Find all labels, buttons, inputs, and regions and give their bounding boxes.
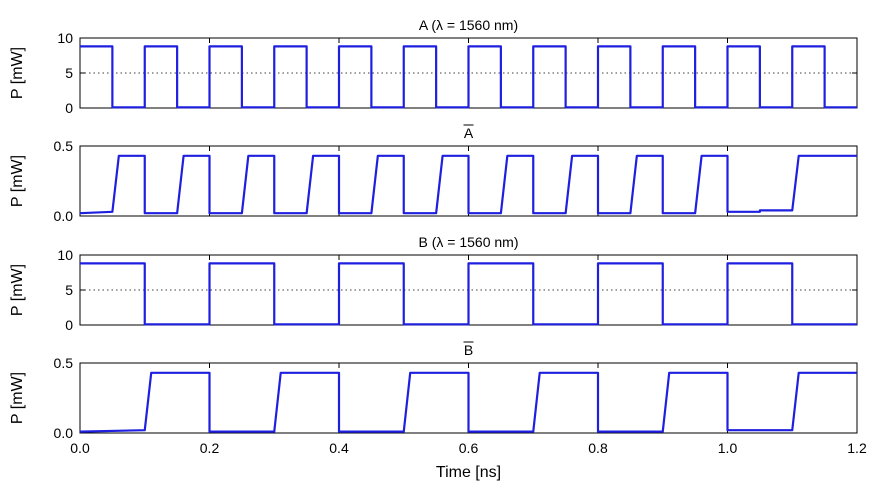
x-tick-label: 0.4 (329, 440, 349, 456)
panel-title: B (λ = 1560 nm) (419, 234, 519, 250)
y-axis-title: P [mW] (9, 155, 26, 207)
series-line (80, 45, 857, 109)
panel-title: B (464, 342, 473, 358)
panel-4: 0.0 0.5 P [mW] B 0.0 0.2 0.4 0.6 0.8 1.0 1.2 Time [… (9, 341, 867, 481)
x-tick-label: 0.8 (588, 440, 608, 456)
panel-3: 0 5 10 P [mW] B (λ = 1560 nm) (9, 234, 858, 333)
x-axis-title: Time [ns] (436, 464, 501, 481)
y-tick-label: 5 (65, 65, 73, 81)
y-tick-label: 0.0 (54, 208, 74, 224)
y-tick-label: 0 (65, 317, 73, 333)
y-axis-title: P [mW] (9, 47, 26, 99)
x-tick-label: 0.2 (200, 440, 220, 456)
panel-1: 0 5 10 P [mW] A (λ = 1560 nm) (9, 17, 858, 116)
x-tick-label: 1.0 (718, 440, 738, 456)
y-axis-title: P [mW] (9, 372, 26, 424)
x-tick-label: 0.6 (459, 440, 479, 456)
series-line (79, 154, 857, 215)
y-tick-label: 0.5 (54, 355, 74, 371)
y-tick-label: 0 (65, 100, 73, 116)
panel-2: 0.0 0.5 P [mW] A (9, 124, 858, 224)
y-tick-label: 5 (65, 282, 73, 298)
x-tick-label: 1.2 (847, 440, 867, 456)
series-line (80, 262, 857, 326)
panel-title: A (464, 125, 474, 141)
y-tick-label: 0.0 (54, 425, 74, 441)
y-axis-title: P [mW] (9, 264, 26, 316)
series-line (79, 371, 857, 433)
x-tick-label: 0.0 (70, 440, 90, 456)
panel-title: A (λ = 1560 nm) (419, 17, 518, 33)
y-tick-label: 10 (57, 247, 73, 263)
y-tick-label: 0.5 (54, 138, 74, 154)
y-tick-label: 10 (57, 30, 73, 46)
